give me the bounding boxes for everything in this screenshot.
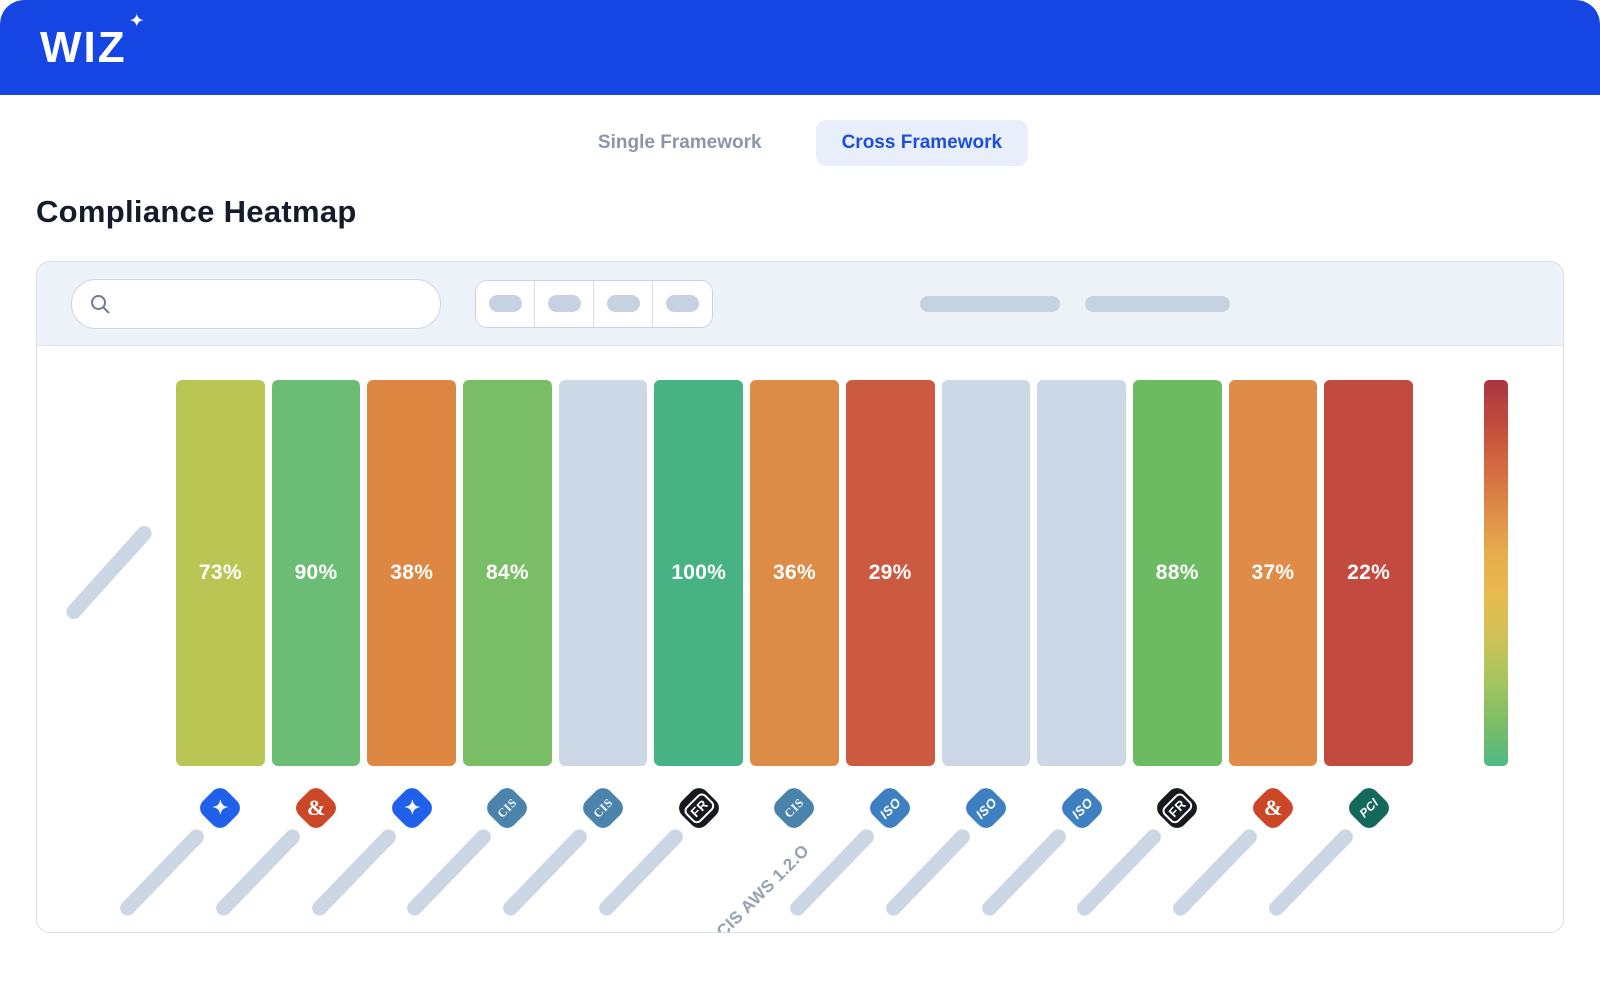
wiz-glyph: ✦: [212, 797, 229, 819]
cis-framework-icon[interactable]: CIS: [579, 783, 628, 833]
framework-view-toggle: Single Framework Cross Framework: [0, 120, 1600, 166]
cell-value: 36%: [773, 561, 816, 584]
filter-segmented-control: [475, 279, 713, 328]
search-icon: [91, 294, 110, 313]
cell-value: 84%: [485, 561, 529, 584]
wiz-framework-icon[interactable]: ✦: [196, 783, 245, 833]
search-box[interactable]: [71, 278, 441, 329]
filter-segment-1[interactable]: [476, 280, 535, 327]
icon-cell-9: ISO: [942, 783, 1031, 833]
wiz-glyph: ✦: [403, 797, 420, 819]
top-nav-bar: WIZ ✦: [0, 0, 1600, 95]
framework-labels-row: CIS AWS 1.2.O: [117, 826, 1413, 932]
fedramp-glyph: FR: [1159, 790, 1195, 826]
fedramp-glyph: FR: [681, 790, 717, 826]
cell-value: 88%: [1155, 561, 1199, 584]
ampersand-framework-icon[interactable]: &: [291, 783, 341, 833]
filter-segment-2[interactable]: [535, 280, 594, 327]
heatmap-cell-10[interactable]: [1037, 380, 1126, 766]
heatmap-chart: 73% 90% 38% 84% 100% 36% 29% 88% 37% 22% ✦ & ✦ CIS CI…: [37, 346, 1563, 932]
toolbar-placeholder-pill-1: [920, 295, 1060, 312]
heatmap-cell-11[interactable]: 88%: [1132, 380, 1222, 766]
icon-cell-2: &: [272, 783, 361, 833]
cell-value: 90%: [294, 561, 338, 584]
heatmap-cell-7[interactable]: 36%: [750, 380, 839, 766]
search-input[interactable]: [121, 293, 424, 314]
segment-label-placeholder: [606, 295, 640, 312]
icon-cell-6: FR: [654, 783, 743, 833]
heatmap-cell-5[interactable]: [558, 380, 648, 766]
heatmap-card: 73% 90% 38% 84% 100% 36% 29% 88% 37% 22% ✦ & ✦ CIS CI…: [36, 261, 1564, 933]
pci-framework-icon[interactable]: PCI: [1344, 783, 1393, 833]
cell-value: 22%: [1347, 561, 1391, 584]
heatmap-cell-12[interactable]: 37%: [1228, 380, 1318, 766]
icon-cell-5: CIS: [559, 783, 648, 833]
segment-label-placeholder: [547, 295, 581, 312]
toolbar-placeholder-group: [920, 295, 1230, 312]
framework-icons-row: ✦ & ✦ CIS CIS FR CIS ISO ISO ISO FR & PCI: [176, 783, 1413, 833]
cell-value: 38%: [390, 561, 434, 584]
heatmap-bars-row: 73% 90% 38% 84% 100% 36% 29% 88% 37% 22%: [176, 380, 1413, 766]
cis-framework-icon[interactable]: CIS: [770, 783, 819, 833]
cis-glyph: CIS: [781, 795, 808, 821]
iso-framework-icon[interactable]: ISO: [961, 783, 1010, 833]
tab-single-framework[interactable]: Single Framework: [572, 120, 788, 166]
iso-glyph: ISO: [876, 794, 904, 822]
fedramp-framework-icon[interactable]: FR: [1153, 783, 1202, 833]
page-title: Compliance Heatmap: [36, 194, 357, 229]
ampersand-glyph: &: [1263, 795, 1283, 821]
heatmap-cell-6[interactable]: 100%: [654, 380, 744, 766]
filter-segment-4[interactable]: [653, 280, 712, 327]
cell-value: 29%: [868, 561, 912, 584]
cell-value: 73%: [198, 561, 242, 584]
heatmap-cell-1[interactable]: 73%: [176, 380, 265, 766]
sparkle-icon: ✦: [128, 10, 145, 32]
wiz-logo-text: WIZ: [40, 22, 127, 72]
heatmap-cell-3[interactable]: 38%: [367, 380, 457, 766]
icon-cell-4: CIS: [463, 783, 552, 833]
heatmap-toolbar: [37, 262, 1563, 346]
tab-cross-framework[interactable]: Cross Framework: [815, 120, 1029, 166]
icon-cell-1: ✦: [176, 783, 265, 833]
iso-framework-icon[interactable]: ISO: [1057, 783, 1106, 833]
fedramp-framework-icon[interactable]: FR: [674, 783, 723, 833]
icon-cell-10: ISO: [1037, 783, 1126, 833]
heatmap-cell-2[interactable]: 90%: [271, 380, 361, 766]
framework-label-placeholder: [117, 826, 208, 919]
filter-segment-3[interactable]: [594, 280, 653, 327]
iso-glyph: ISO: [972, 794, 1000, 822]
icon-cell-7: CIS: [750, 783, 839, 833]
heatmap-cell-9[interactable]: [941, 380, 1031, 766]
icon-cell-13: PCI: [1324, 783, 1413, 833]
iso-framework-icon[interactable]: ISO: [866, 783, 915, 833]
heatmap-cell-13[interactable]: 22%: [1324, 380, 1413, 766]
heatmap-cell-4[interactable]: 84%: [463, 380, 552, 766]
toolbar-placeholder-pill-2: [1085, 295, 1230, 312]
ampersand-glyph: &: [306, 795, 326, 821]
cell-value: 37%: [1251, 561, 1295, 584]
color-scale-legend: [1484, 380, 1508, 766]
segment-label-placeholder: [666, 295, 699, 312]
icon-cell-8: ISO: [846, 783, 935, 833]
cell-value: 100%: [671, 561, 727, 584]
pci-glyph: PCI: [1356, 795, 1381, 821]
label-cell-13: [1265, 826, 1413, 932]
wiz-framework-icon[interactable]: ✦: [387, 783, 436, 833]
icon-cell-12: &: [1229, 783, 1318, 833]
row-label-placeholder: [63, 522, 155, 623]
segment-label-placeholder: [488, 295, 522, 312]
cis-glyph: CIS: [590, 795, 616, 821]
heatmap-cell-8[interactable]: 29%: [845, 380, 935, 766]
icon-cell-11: FR: [1133, 783, 1222, 833]
iso-glyph: ISO: [1067, 794, 1096, 822]
cis-glyph: CIS: [494, 795, 520, 821]
icon-cell-3: ✦: [367, 783, 456, 833]
cis-framework-icon[interactable]: CIS: [483, 783, 532, 833]
wiz-logo[interactable]: WIZ ✦: [40, 12, 145, 72]
ampersand-framework-icon[interactable]: &: [1248, 783, 1297, 833]
